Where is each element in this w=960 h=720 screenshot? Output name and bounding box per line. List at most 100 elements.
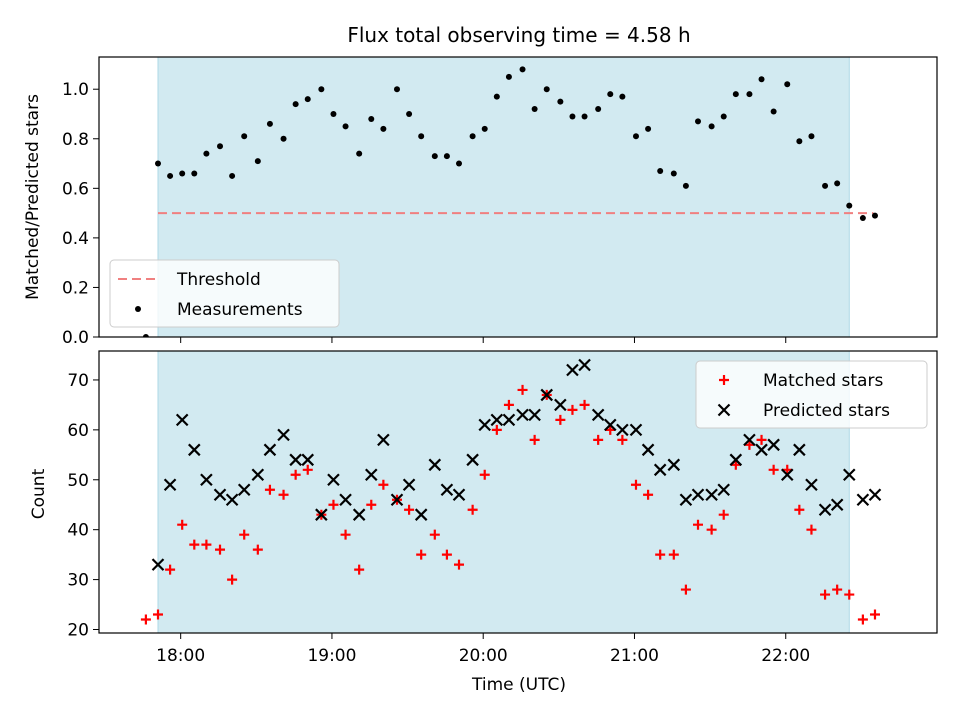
- predicted-stars-point: [263, 443, 277, 457]
- predicted-stars-point: [377, 433, 390, 447]
- legend-measurements-swatch: [135, 306, 141, 312]
- predicted-stars-point: [528, 408, 541, 422]
- measurements-point: [808, 133, 815, 140]
- matched-stars-point: [189, 539, 200, 550]
- predicted-stars-point: [466, 453, 479, 467]
- predicted-stars-point: [289, 453, 302, 467]
- matched-stars-point: [416, 549, 427, 560]
- top-y-tick-label: 0.2: [62, 278, 89, 298]
- ratio-panel: 0.0 0.2 0.4 0.6 0.8 1.0 Threshold Measurements: [62, 56, 938, 348]
- predicted-stars-point: [163, 478, 177, 492]
- bottom-y-axis-label: Count: [29, 468, 49, 519]
- predicted-stars-point: [842, 468, 856, 482]
- matched-stars-point: [555, 414, 566, 425]
- legend-threshold-label: Threshold: [176, 270, 261, 290]
- measurements-point: [632, 133, 639, 140]
- predicted-stars-point: [705, 488, 718, 502]
- matched-stars-point: [239, 529, 250, 540]
- measurements-point: [682, 182, 689, 189]
- predicted-stars-point: [641, 443, 655, 457]
- measurements-point: [822, 182, 829, 189]
- bottom-y-tick-label: 50: [67, 471, 89, 491]
- predicted-stars-point: [667, 458, 681, 472]
- x-tick-label: 19:00: [307, 646, 356, 666]
- matched-stars-point: [201, 539, 212, 550]
- measurements-point: [280, 135, 287, 142]
- predicted-stars-point: [591, 408, 605, 422]
- legend-predicted-stars-label: Predicted stars: [763, 401, 890, 421]
- bottom-y-tick-label: 60: [67, 421, 89, 441]
- predicted-stars-point: [200, 473, 213, 487]
- top-y-tick-label: 0.4: [62, 229, 89, 249]
- measurements-point: [431, 153, 438, 160]
- measurements-point: [443, 153, 450, 160]
- measurements-point: [342, 123, 349, 130]
- top-legend-box: [109, 259, 340, 328]
- matched-stars-point: [869, 609, 880, 620]
- bottom-y-tick-label: 70: [67, 371, 89, 391]
- measurements-point: [695, 118, 702, 125]
- top-legend: Threshold Measurements: [109, 259, 340, 328]
- predicted-stars-point: [603, 418, 617, 432]
- measurements-point: [241, 133, 248, 140]
- predicted-stars-point: [856, 493, 870, 507]
- bottom-legend: Matched stars Predicted stars: [695, 360, 928, 429]
- predicted-stars-point: [780, 468, 794, 482]
- predicted-stars-point: [629, 423, 643, 437]
- measurements-point: [557, 98, 564, 105]
- top-y-tick-label: 0.6: [62, 179, 89, 199]
- matched-stars-point: [693, 519, 704, 530]
- matched-stars-point: [517, 384, 528, 395]
- measurements-point: [330, 110, 337, 117]
- predicted-stars-point: [301, 453, 315, 467]
- measurements-point: [784, 81, 791, 88]
- matched-stars-point: [404, 504, 415, 515]
- measurements-point: [720, 113, 727, 120]
- matched-stars-point: [354, 564, 365, 575]
- measurements-point: [418, 133, 425, 140]
- measurements-point: [368, 115, 375, 122]
- measurements-point: [871, 212, 878, 219]
- predicted-stars-point: [830, 498, 844, 512]
- measurements-point: [619, 93, 626, 100]
- matched-stars-point: [706, 524, 717, 535]
- measurements-point: [543, 86, 550, 93]
- matched-stars-point: [768, 464, 779, 475]
- matched-stars-point: [579, 399, 590, 410]
- measurements-point: [203, 150, 210, 157]
- matched-stars-point: [165, 564, 176, 575]
- matched-stars-point: [605, 424, 616, 435]
- measurements-point: [607, 91, 614, 98]
- legend-predicted-stars-swatch: [717, 403, 731, 417]
- bottom-axes-frame: [98, 350, 938, 634]
- x-tick-label: 18:00: [156, 646, 205, 666]
- measurements-point: [380, 125, 387, 132]
- measurements-point: [732, 91, 739, 98]
- top-y-tick-label: 0.8: [62, 130, 89, 150]
- matched-stars-point: [366, 499, 377, 510]
- predicted-stars-point: [402, 478, 416, 492]
- predicted-stars-point: [793, 443, 806, 457]
- measurements-point: [519, 66, 526, 73]
- matched-stars-point: [278, 489, 289, 500]
- top-markers: [142, 66, 878, 337]
- matched-stars-point: [820, 589, 831, 600]
- x-tick-label: 22:00: [761, 646, 810, 666]
- matched-stars-point: [378, 479, 389, 490]
- measurements-point: [670, 170, 677, 177]
- measurements-point: [304, 96, 311, 103]
- measurements-point: [217, 143, 224, 150]
- bottom-legend-box: [695, 360, 928, 429]
- predicted-stars-point: [188, 443, 201, 457]
- bottom-y-tick-label: 20: [67, 621, 89, 641]
- x-tick-label: 20:00: [459, 646, 508, 666]
- matched-stars-point: [441, 549, 452, 560]
- predicted-stars-point: [452, 488, 466, 502]
- measurements-point: [154, 160, 161, 167]
- count-panel: 20 30 40 50 60 70 18:00 19:00 20:00 21:00 22:00 Mat…: [67, 350, 938, 666]
- measurements-point: [834, 180, 841, 187]
- predicted-stars-point: [516, 408, 529, 422]
- predicted-stars-point: [315, 508, 328, 521]
- measurements-point: [569, 113, 576, 120]
